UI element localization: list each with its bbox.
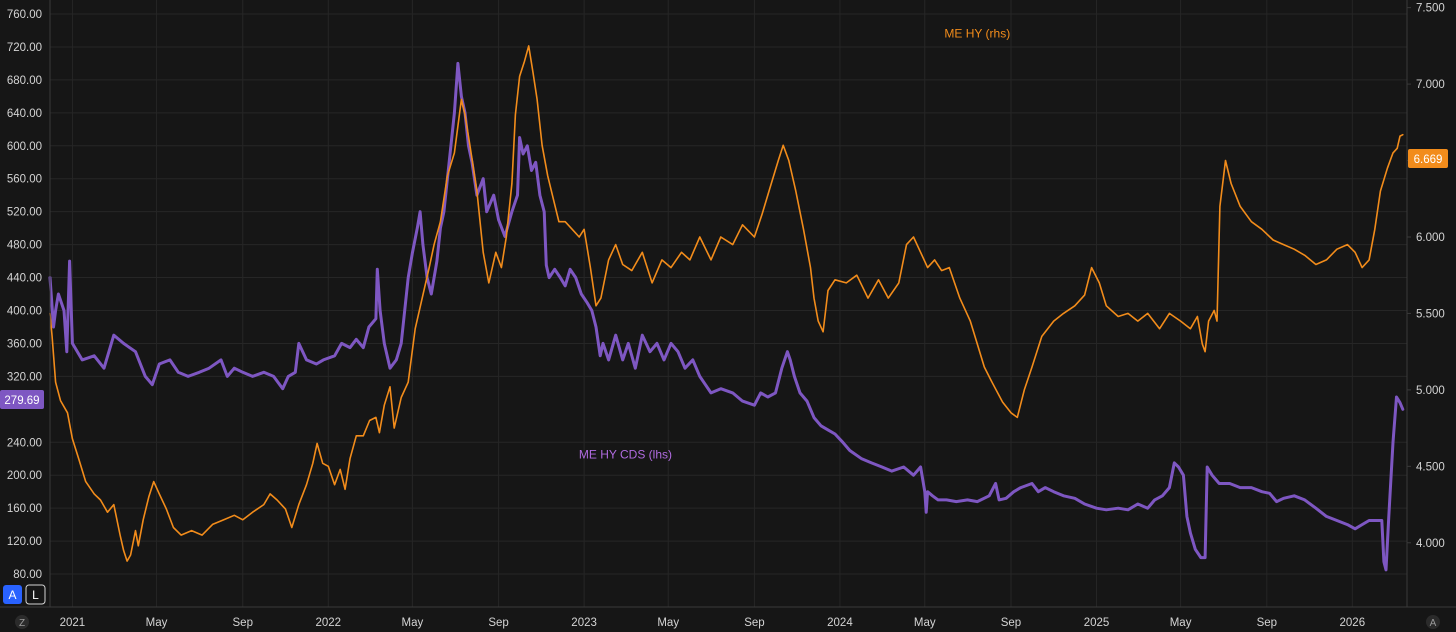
last-value-cds: 279.69 xyxy=(4,395,39,407)
left-axis[interactable]: 80.00 120.00 160.00 200.00 240.00 320.00 360.0… xyxy=(7,9,42,581)
series-label-me-hy-cds: ME HY CDS (lhs) xyxy=(579,448,672,462)
plot-area xyxy=(48,45,1405,572)
x-tick-label: Sep xyxy=(744,617,764,629)
x-tick-label: Sep xyxy=(233,617,253,629)
left-tick-label: 400.00 xyxy=(7,306,42,318)
left-tick-label: 720.00 xyxy=(7,42,42,54)
right-tick-label: 7.500 xyxy=(1416,3,1445,15)
right-tick-label: 4.500 xyxy=(1416,461,1445,473)
left-tick-label: 680.00 xyxy=(7,75,42,87)
log-scale-label: L xyxy=(32,588,39,602)
x-tick-label: 2022 xyxy=(315,617,341,629)
left-tick-label: 560.00 xyxy=(7,174,42,186)
x-tick-label: May xyxy=(914,617,936,629)
left-tick-label: 160.00 xyxy=(7,503,42,515)
x-tick-label: May xyxy=(402,617,424,629)
x-tick-label: Sep xyxy=(488,617,508,629)
x-tick-label: 2021 xyxy=(60,617,86,629)
x-tick-label: May xyxy=(146,617,168,629)
right-tick-label: 7.000 xyxy=(1416,79,1445,91)
right-tick-label: 6.000 xyxy=(1416,232,1445,244)
auto-scale-label: A xyxy=(8,588,16,602)
left-tick-label: 240.00 xyxy=(7,437,42,449)
left-tick-label: 80.00 xyxy=(13,569,42,581)
series-line-me-hy-cds xyxy=(48,61,1405,572)
left-tick-label: 360.00 xyxy=(7,338,42,350)
left-tick-label: 200.00 xyxy=(7,470,42,482)
zoom-reset-button[interactable]: Z xyxy=(15,615,29,629)
auto-fit-label: A xyxy=(1430,618,1437,629)
right-tick-label: 5.000 xyxy=(1416,385,1445,397)
x-tick-label: 2024 xyxy=(827,617,853,629)
left-tick-label: 440.00 xyxy=(7,273,42,285)
auto-scale-button[interactable]: A xyxy=(3,585,22,604)
x-tick-label: 2026 xyxy=(1340,617,1366,629)
log-scale-button[interactable]: L xyxy=(25,584,46,605)
x-tick-label: May xyxy=(657,617,679,629)
zoom-reset-label: Z xyxy=(19,618,25,629)
left-tick-label: 320.00 xyxy=(7,371,42,383)
x-tick-label: 2023 xyxy=(571,617,597,629)
series-line-me-hy xyxy=(49,45,1404,562)
auto-fit-button[interactable]: A xyxy=(1426,615,1440,629)
left-tick-label: 480.00 xyxy=(7,240,42,252)
left-tick-label: 520.00 xyxy=(7,207,42,219)
x-axis[interactable]: 2021 May Sep 2022 May Sep 2023 May Sep 2024 May Sep… xyxy=(60,617,1365,629)
last-value-badge-hy: 6.669 xyxy=(1408,149,1448,168)
last-value-hy: 6.669 xyxy=(1414,154,1443,166)
series-label-me-hy: ME HY (rhs) xyxy=(944,27,1010,41)
left-tick-label: 760.00 xyxy=(7,9,42,21)
last-value-badge-cds: 279.69 xyxy=(0,390,44,409)
x-tick-label: Sep xyxy=(1001,617,1021,629)
right-tick-label: 4.000 xyxy=(1416,538,1445,550)
left-tick-label: 640.00 xyxy=(7,108,42,120)
x-tick-label: Sep xyxy=(1257,617,1277,629)
left-tick-label: 600.00 xyxy=(7,141,42,153)
left-tick-label: 120.00 xyxy=(7,536,42,548)
right-tick-label: 5.500 xyxy=(1416,308,1445,320)
x-tick-label: 2025 xyxy=(1084,617,1110,629)
x-tick-label: May xyxy=(1170,617,1192,629)
